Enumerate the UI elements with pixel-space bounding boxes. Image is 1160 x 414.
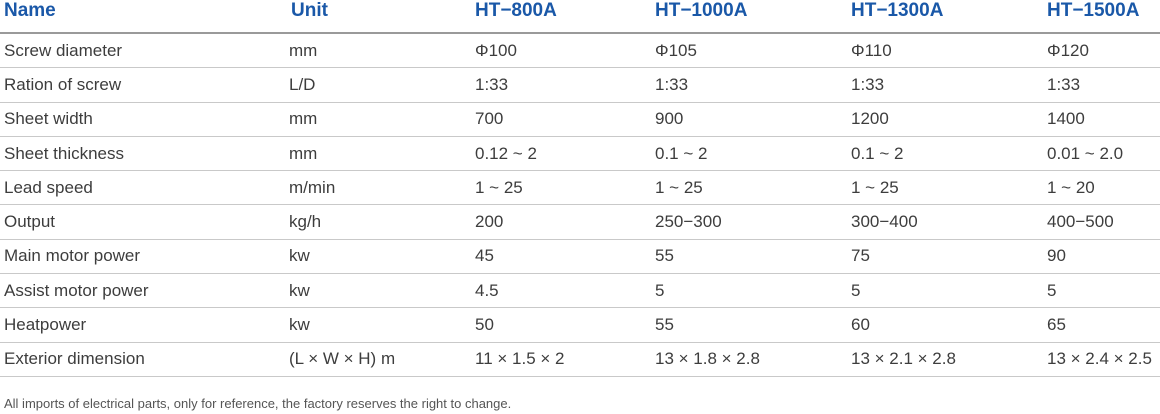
row-value: Φ100 [473, 33, 653, 69]
row-value: 0.1 ~ 2 [849, 136, 1045, 172]
header-model-ht-800a: HT−800A [473, 0, 653, 34]
row-value: Φ120 [1045, 33, 1160, 69]
table-row: Main motor power kw 45 55 75 90 [0, 239, 1160, 275]
row-name: Assist motor power [0, 273, 287, 309]
header-unit: Unit [287, 0, 473, 34]
table-row: Heatpower kw 50 55 60 65 [0, 307, 1160, 343]
row-name: Heatpower [0, 307, 287, 343]
row-value: 0.01 ~ 2.0 [1045, 136, 1160, 172]
header-row: Name Unit HT−800A HT−1000A HT−1300A HT−1… [0, 0, 1160, 34]
row-value: 300−400 [849, 204, 1045, 240]
row-value: 0.1 ~ 2 [653, 136, 849, 172]
table-row: Sheet thickness mm 0.12 ~ 2 0.1 ~ 2 0.1 … [0, 136, 1160, 172]
table-row: Ration of screw L/D 1:33 1:33 1:33 1:33 [0, 67, 1160, 103]
row-value: 1 ~ 25 [473, 170, 653, 206]
row-value: 250−300 [653, 204, 849, 240]
header-model-ht-1500a: HT−1500A [1045, 0, 1160, 34]
row-unit: (L × W × H) m [287, 342, 473, 377]
header-name: Name [0, 0, 287, 34]
table-row: Lead speed m/min 1 ~ 25 1 ~ 25 1 ~ 25 1 … [0, 170, 1160, 206]
row-unit: mm [287, 136, 473, 172]
row-unit: kw [287, 307, 473, 343]
row-value: 65 [1045, 307, 1160, 343]
row-name: Exterior dimension [0, 342, 287, 377]
table-row: Exterior dimension (L × W × H) m 11 × 1.… [0, 342, 1160, 377]
table-row: Sheet width mm 700 900 1200 1400 [0, 102, 1160, 137]
row-value: 50 [473, 307, 653, 343]
row-name: Lead speed [0, 170, 287, 206]
row-name: Output [0, 204, 287, 240]
row-value: 1 ~ 25 [653, 170, 849, 206]
row-value: 1:33 [473, 67, 653, 103]
row-value: 1:33 [653, 67, 849, 103]
row-value: 5 [849, 273, 1045, 309]
row-value: 11 × 1.5 × 2 [473, 342, 653, 377]
row-value: 5 [1045, 273, 1160, 309]
header-model-ht-1300a: HT−1300A [849, 0, 1045, 34]
row-value: 90 [1045, 239, 1160, 275]
row-value: 1:33 [849, 67, 1045, 103]
row-value: 5 [653, 273, 849, 309]
row-unit: mm [287, 33, 473, 69]
row-value: 200 [473, 204, 653, 240]
table-row: Assist motor power kw 4.5 5 5 5 [0, 273, 1160, 309]
row-value: Φ105 [653, 33, 849, 69]
row-name: Sheet thickness [0, 136, 287, 172]
row-value: 400−500 [1045, 204, 1160, 240]
row-name: Main motor power [0, 239, 287, 275]
row-unit: mm [287, 102, 473, 137]
row-value: 1400 [1045, 102, 1160, 137]
spec-table: Name Unit HT−800A HT−1000A HT−1300A HT−1… [0, 0, 1160, 377]
row-name: Sheet width [0, 102, 287, 137]
row-value: 1200 [849, 102, 1045, 137]
row-value: 55 [653, 307, 849, 343]
row-value: 13 × 1.8 × 2.8 [653, 342, 849, 377]
row-value: 4.5 [473, 273, 653, 309]
row-value: 1 ~ 20 [1045, 170, 1160, 206]
row-value: 1 ~ 25 [849, 170, 1045, 206]
row-unit: kw [287, 239, 473, 275]
row-value: Φ110 [849, 33, 1045, 69]
row-value: 900 [653, 102, 849, 137]
row-value: 13 × 2.4 × 2.5 [1045, 342, 1160, 377]
header-model-ht-1000a: HT−1000A [653, 0, 849, 34]
row-unit: kw [287, 273, 473, 309]
row-value: 55 [653, 239, 849, 275]
table-row: Output kg/h 200 250−300 300−400 400−500 [0, 204, 1160, 240]
row-name: Ration of screw [0, 67, 287, 103]
table-row: Screw diameter mm Φ100 Φ105 Φ110 Φ120 [0, 33, 1160, 69]
row-value: 75 [849, 239, 1045, 275]
row-value: 45 [473, 239, 653, 275]
row-name: Screw diameter [0, 33, 287, 69]
row-value: 60 [849, 307, 1045, 343]
row-value: 13 × 2.1 × 2.8 [849, 342, 1045, 377]
row-unit: L/D [287, 67, 473, 103]
row-value: 700 [473, 102, 653, 137]
row-unit: kg/h [287, 204, 473, 240]
row-unit: m/min [287, 170, 473, 206]
row-value: 0.12 ~ 2 [473, 136, 653, 172]
footnote: All imports of electrical parts, only fo… [4, 396, 512, 411]
row-value: 1:33 [1045, 67, 1160, 103]
